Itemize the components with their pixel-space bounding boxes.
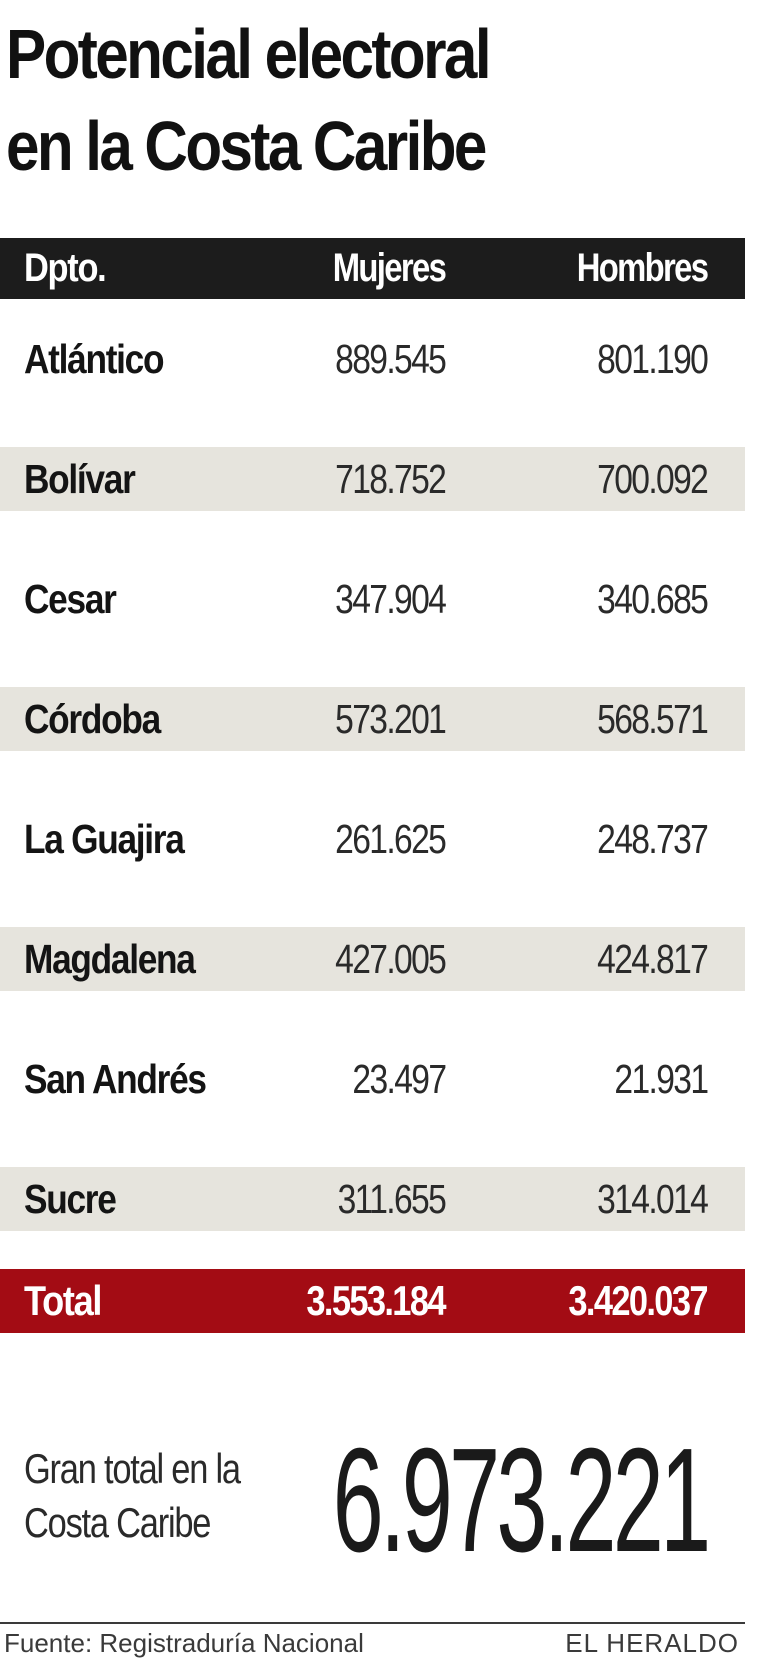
publisher-brand: EL HERALDO	[565, 1628, 739, 1658]
table-row: Magdalena 427.005 424.817	[0, 927, 745, 991]
mujeres-value: 427.005	[334, 935, 447, 982]
column-header-mujeres: Mujeres	[332, 246, 447, 290]
source-credit: Fuente: Registraduría Nacional	[4, 1628, 364, 1658]
table-row: San Andrés 23.497 21.931	[0, 1019, 745, 1139]
hombres-value: 21.931	[614, 1055, 709, 1102]
table-header-row: Dpto. Mujeres Hombres	[0, 238, 745, 299]
total-row: Total 3.553.184 3.420.037	[0, 1269, 745, 1333]
grand-total-label: Gran total en la Costa Caribe	[24, 1442, 241, 1550]
dpto-name: Córdoba	[24, 695, 161, 742]
dpto-name: Magdalena	[24, 935, 196, 982]
title-line-1: Potencial electoral	[6, 15, 492, 93]
grand-total-label-line-2: Costa Caribe	[24, 1499, 211, 1546]
mujeres-value: 347.904	[334, 575, 447, 622]
dpto-name: La Guajira	[24, 815, 185, 862]
grand-total-block: Gran total en la Costa Caribe 6.973.221	[0, 1418, 745, 1594]
hombres-value: 424.817	[596, 935, 709, 982]
table-row: Sucre 311.655 314.014	[0, 1167, 745, 1231]
grand-total-value: 6.973.221	[332, 1418, 710, 1583]
total-hombres-value: 3.420.037	[568, 1277, 709, 1324]
dpto-name: Cesar	[24, 575, 117, 622]
hombres-value: 248.737	[596, 815, 709, 862]
hombres-value: 314.014	[596, 1175, 709, 1222]
title-line-2: en la Costa Caribe	[6, 107, 487, 185]
mujeres-value: 311.655	[337, 1175, 446, 1222]
column-header-dpto: Dpto.	[24, 246, 107, 290]
mujeres-value: 261.625	[334, 815, 447, 862]
mujeres-value: 573.201	[334, 695, 447, 742]
dpto-name: San Andrés	[24, 1055, 207, 1102]
mujeres-value: 889.545	[334, 335, 447, 382]
mujeres-value: 23.497	[352, 1055, 447, 1102]
grand-total-label-line-1: Gran total en la	[24, 1445, 241, 1492]
hombres-value: 568.571	[596, 695, 709, 742]
table-row: Bolívar 718.752 700.092	[0, 447, 745, 511]
column-header-hombres: Hombres	[576, 246, 708, 290]
total-label: Total	[24, 1277, 102, 1324]
dpto-name: Bolívar	[24, 455, 136, 502]
table-row: La Guajira 261.625 248.737	[0, 779, 745, 899]
page-title: Potencial electoral en la Costa Caribe	[6, 8, 642, 192]
footer: Fuente: Registraduría Nacional EL HERALD…	[4, 1628, 745, 1664]
hombres-value: 801.190	[596, 335, 709, 382]
electoral-table: Dpto. Mujeres Hombres Atlántico 889.545 …	[0, 238, 745, 1333]
table-row: Cesar 347.904 340.685	[0, 539, 745, 659]
dpto-name: Sucre	[24, 1175, 117, 1222]
hombres-value: 340.685	[596, 575, 709, 622]
total-mujeres-value: 3.553.184	[306, 1277, 447, 1324]
table-row: Córdoba 573.201 568.571	[0, 687, 745, 751]
footer-divider	[0, 1622, 745, 1624]
dpto-name: Atlántico	[24, 335, 165, 382]
table-row: Atlántico 889.545 801.190	[0, 299, 745, 419]
hombres-value: 700.092	[596, 455, 709, 502]
mujeres-value: 718.752	[334, 455, 447, 502]
